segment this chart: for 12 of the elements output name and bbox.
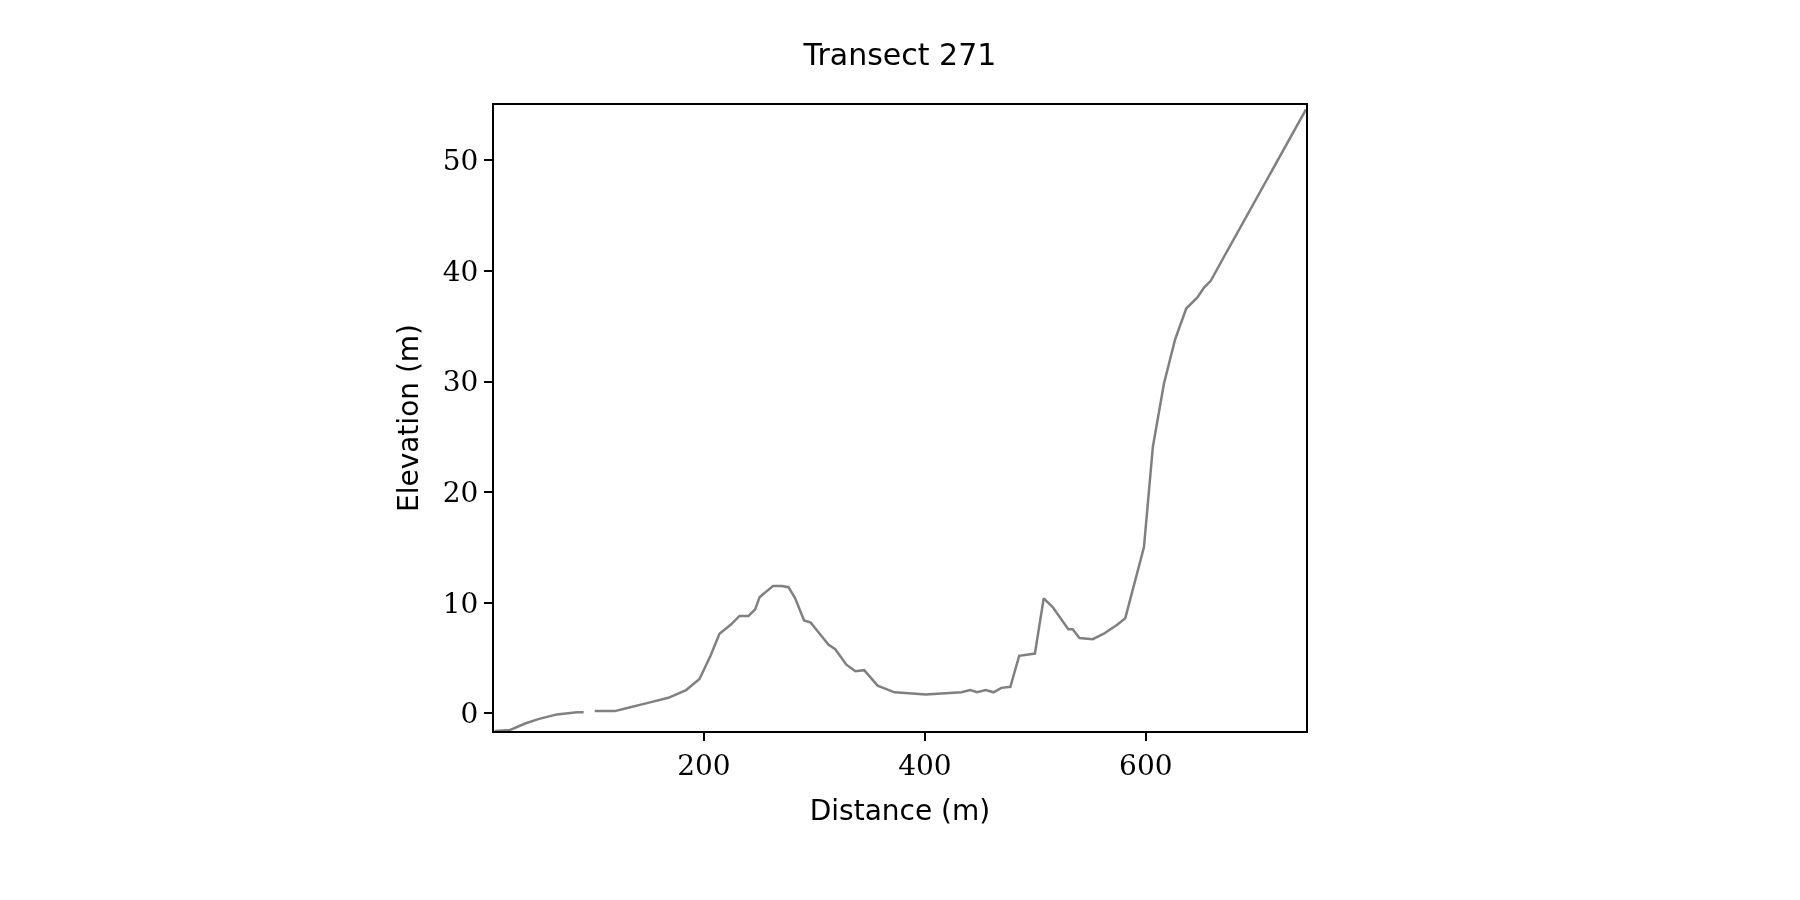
- x-axis-title: Distance (m): [809, 794, 991, 828]
- y-tick-label: 10: [442, 586, 479, 620]
- x-tick-label: 200: [677, 748, 731, 782]
- x-tick-label: 600: [1119, 748, 1173, 782]
- chart-title: Transect 271: [802, 36, 997, 72]
- y-tick-label: 0: [460, 697, 479, 731]
- x-tick-label: 400: [898, 748, 952, 782]
- y-tick-label: 20: [442, 475, 479, 509]
- y-tick-label: 40: [442, 254, 479, 288]
- y-axis-title: Elevation (m): [391, 323, 425, 513]
- y-tick-label: 30: [442, 365, 479, 399]
- y-tick-label: 50: [442, 144, 479, 178]
